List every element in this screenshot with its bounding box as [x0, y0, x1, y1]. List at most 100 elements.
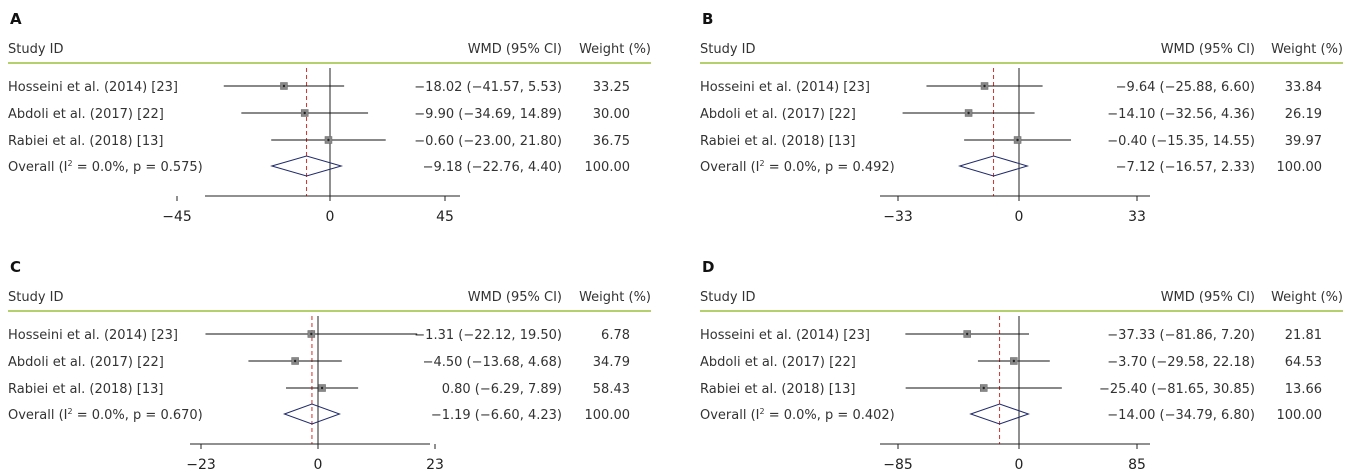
panel-letter: B [702, 10, 713, 28]
x-tick-label: 0 [314, 457, 323, 473]
study-label: Hosseini et al. (2014) [23] [700, 80, 870, 95]
overall-label: Overall (I2 = 0.0%, p = 0.670) [8, 407, 203, 423]
ci-text: −18.02 (−41.57, 5.53) [414, 80, 562, 95]
study-label: Abdoli et al. (2017) [22] [8, 107, 164, 122]
overall-row: Overall (I2 = 0.0%, p = 0.402) −14.00 (−3… [700, 403, 1323, 425]
header-study-id: Study ID [8, 290, 64, 305]
weight-text: 64.53 [1285, 355, 1322, 370]
overall-ci-text: −14.00 (−34.79, 6.80) [1107, 408, 1255, 423]
study-row: Abdoli et al. (2017) [22] −14.10 (−32.56,… [700, 107, 1322, 122]
header-weight: Weight (%) [579, 290, 651, 305]
panel-a: A Study ID WMD (95% CI) Weight (%) Hosseini … [8, 10, 651, 225]
point-center [965, 332, 969, 336]
point-center [982, 386, 985, 390]
study-row: Abdoli et al. (2017) [22] −9.90 (−34.69, … [8, 107, 630, 122]
overall-label: Overall (I2 = 0.0%, p = 0.575) [8, 159, 203, 175]
x-tick-label: −33 [883, 209, 913, 225]
panel-letter: D [702, 258, 714, 276]
study-row: Rabiei et al. (2018) [13] −25.40 (−81.65,… [700, 382, 1322, 397]
point-center [327, 138, 330, 142]
header-weight: Weight (%) [1271, 290, 1343, 305]
x-tick-label: −85 [883, 457, 913, 473]
weight-text: 39.97 [1285, 134, 1322, 149]
overall-diamond [282, 403, 341, 425]
point-center [1016, 138, 1019, 142]
panel-letter: A [10, 10, 22, 28]
ci-text: −9.90 (−34.69, 14.89) [414, 107, 562, 122]
panel-c: C Study ID WMD (95% CI) Weight (%) Hosseini … [8, 258, 651, 473]
point-center [320, 386, 324, 390]
study-row: Hosseini et al. (2014) [23] −37.33 (−81.8… [700, 328, 1322, 343]
study-row: Rabiei et al. (2018) [13] 0.80 (−6.29, 7.… [8, 382, 630, 397]
point-center [293, 359, 297, 363]
study-row: Rabiei et al. (2018) [13] −0.40 (−15.35, … [700, 134, 1322, 149]
overall-row: Overall (I2 = 0.0%, p = 0.492) −7.12 (−16… [700, 155, 1323, 177]
header-weight: Weight (%) [579, 42, 651, 57]
study-label: Hosseini et al. (2014) [23] [8, 328, 178, 343]
ci-text: −0.40 (−15.35, 14.55) [1107, 134, 1255, 149]
overall-weight-text: 100.00 [585, 160, 631, 175]
study-label: Rabiei et al. (2018) [13] [700, 134, 855, 149]
header-wmd: WMD (95% CI) [1161, 290, 1255, 305]
header-wmd: WMD (95% CI) [468, 290, 562, 305]
panel-letter: C [10, 258, 21, 276]
weight-text: 6.78 [601, 328, 630, 343]
overall-weight-text: 100.00 [585, 408, 631, 423]
overall-diamond [957, 155, 1030, 177]
header-study-id: Study ID [700, 42, 756, 57]
x-tick-label: 85 [1128, 457, 1146, 473]
header-wmd: WMD (95% CI) [1161, 42, 1255, 57]
study-row: Hosseini et al. (2014) [23] −1.31 (−22.12… [8, 328, 630, 343]
header-study-id: Study ID [700, 290, 756, 305]
overall-weight-text: 100.00 [1277, 408, 1323, 423]
header-wmd: WMD (95% CI) [468, 42, 562, 57]
ci-text: 0.80 (−6.29, 7.89) [442, 382, 562, 397]
overall-diamond [969, 403, 1030, 425]
x-tick-label: 0 [1015, 209, 1024, 225]
point-center [282, 84, 286, 88]
weight-text: 13.66 [1285, 382, 1322, 397]
header-weight: Weight (%) [1271, 42, 1343, 57]
ci-text: −1.31 (−22.12, 19.50) [414, 328, 562, 343]
study-label: Abdoli et al. (2017) [22] [8, 355, 164, 370]
ci-text: −25.40 (−81.65, 30.85) [1099, 382, 1255, 397]
overall-ci-text: −1.19 (−6.60, 4.23) [431, 408, 562, 423]
ci-text: −9.64 (−25.88, 6.60) [1116, 80, 1255, 95]
overall-weight-text: 100.00 [1277, 160, 1323, 175]
ci-text: −4.50 (−13.68, 4.68) [423, 355, 562, 370]
study-label: Rabiei et al. (2018) [13] [8, 134, 163, 149]
header-study-id: Study ID [8, 42, 64, 57]
x-tick-label: 45 [436, 209, 454, 225]
study-row: Abdoli et al. (2017) [22] −3.70 (−29.58, … [700, 355, 1322, 370]
panel-b: B Study ID WMD (95% CI) Weight (%) Hosseini … [700, 10, 1343, 225]
x-tick-label: 33 [1128, 209, 1146, 225]
weight-text: 26.19 [1285, 107, 1322, 122]
overall-label: Overall (I2 = 0.0%, p = 0.402) [700, 407, 895, 423]
study-row: Hosseini et al. (2014) [23] −18.02 (−41.5… [8, 80, 630, 95]
point-center [310, 332, 313, 336]
overall-diamond [270, 155, 344, 177]
weight-text: 33.84 [1285, 80, 1322, 95]
point-center [1012, 359, 1016, 363]
point-center [967, 111, 970, 115]
ci-text: −37.33 (−81.86, 7.20) [1107, 328, 1255, 343]
x-tick-label: −23 [186, 457, 216, 473]
ci-text: −0.60 (−23.00, 21.80) [414, 134, 562, 149]
ci-text: −14.10 (−32.56, 4.36) [1107, 107, 1255, 122]
study-label: Abdoli et al. (2017) [22] [700, 107, 856, 122]
overall-ci-text: −9.18 (−22.76, 4.40) [423, 160, 562, 175]
point-center [303, 111, 306, 115]
x-tick-label: 0 [326, 209, 335, 225]
study-label: Hosseini et al. (2014) [23] [700, 328, 870, 343]
weight-text: 36.75 [593, 134, 630, 149]
overall-ci-text: −7.12 (−16.57, 2.33) [1116, 160, 1255, 175]
weight-text: 30.00 [593, 107, 630, 122]
study-label: Rabiei et al. (2018) [13] [700, 382, 855, 397]
overall-row: Overall (I2 = 0.0%, p = 0.575) −9.18 (−22… [8, 155, 631, 177]
weight-text: 34.79 [593, 355, 630, 370]
study-row: Abdoli et al. (2017) [22] −4.50 (−13.68, … [8, 355, 630, 370]
point-center [983, 84, 986, 88]
x-tick-label: 0 [1015, 457, 1024, 473]
weight-text: 21.81 [1285, 328, 1322, 343]
